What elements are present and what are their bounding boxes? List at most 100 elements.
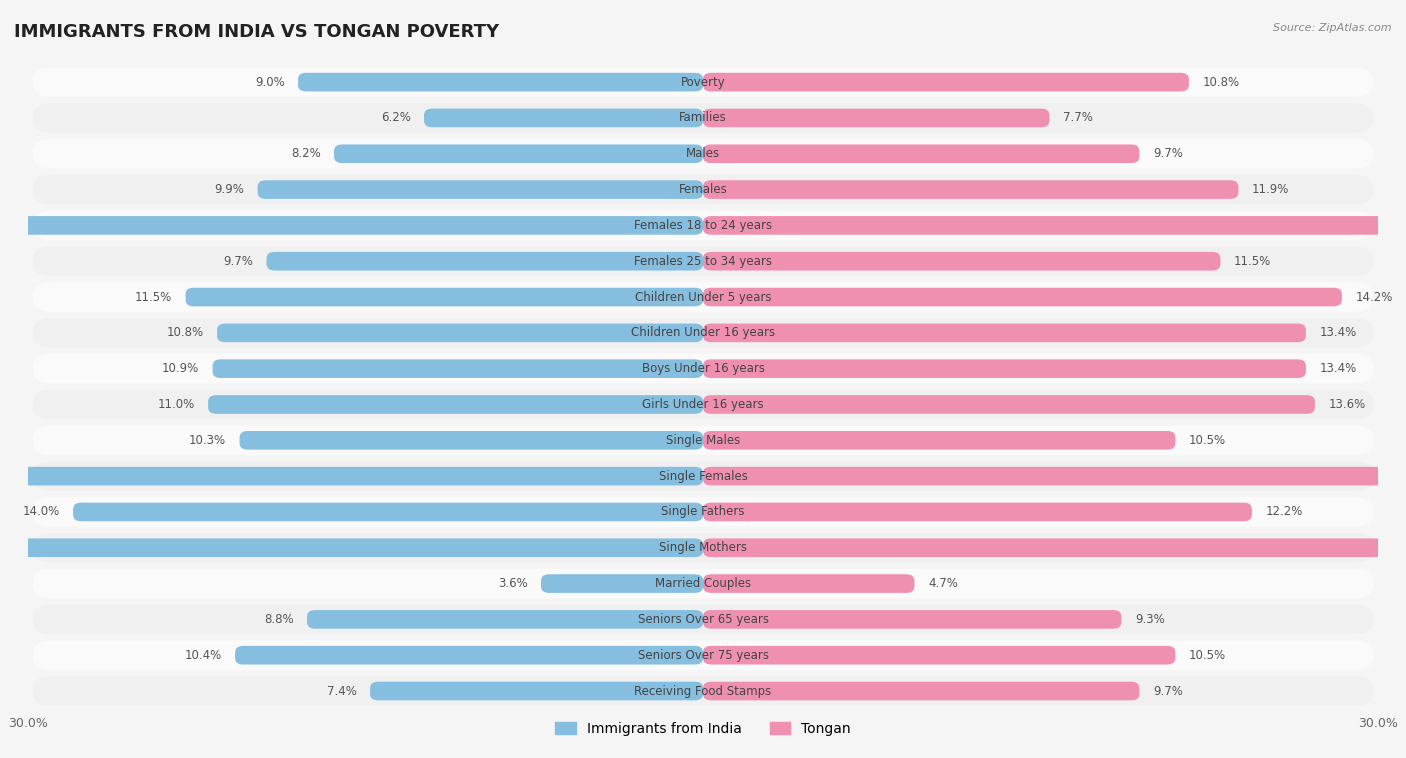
FancyBboxPatch shape (32, 462, 1374, 491)
Text: Single Fathers: Single Fathers (661, 506, 745, 518)
FancyBboxPatch shape (703, 681, 1139, 700)
Text: Children Under 5 years: Children Under 5 years (634, 290, 772, 303)
FancyBboxPatch shape (186, 288, 703, 306)
Text: Source: ZipAtlas.com: Source: ZipAtlas.com (1274, 23, 1392, 33)
FancyBboxPatch shape (703, 145, 1139, 163)
FancyBboxPatch shape (703, 324, 1306, 342)
FancyBboxPatch shape (703, 646, 1175, 665)
FancyBboxPatch shape (703, 395, 1315, 414)
Text: 11.0%: 11.0% (157, 398, 194, 411)
Text: 14.0%: 14.0% (22, 506, 59, 518)
FancyBboxPatch shape (541, 575, 703, 593)
FancyBboxPatch shape (703, 216, 1406, 235)
Text: 13.6%: 13.6% (1329, 398, 1365, 411)
Text: Boys Under 16 years: Boys Under 16 years (641, 362, 765, 375)
Text: 3.6%: 3.6% (498, 577, 527, 590)
FancyBboxPatch shape (32, 676, 1374, 706)
Text: Receiving Food Stamps: Receiving Food Stamps (634, 684, 772, 697)
Text: Poverty: Poverty (681, 76, 725, 89)
Text: 10.3%: 10.3% (188, 434, 226, 446)
Text: Seniors Over 65 years: Seniors Over 65 years (637, 613, 769, 626)
FancyBboxPatch shape (217, 324, 703, 342)
Text: 9.0%: 9.0% (254, 76, 284, 89)
FancyBboxPatch shape (32, 318, 1374, 347)
Text: 9.7%: 9.7% (1153, 684, 1182, 697)
Text: 11.9%: 11.9% (1251, 183, 1289, 196)
FancyBboxPatch shape (307, 610, 703, 628)
FancyBboxPatch shape (703, 73, 1189, 92)
FancyBboxPatch shape (32, 175, 1374, 204)
Text: 10.5%: 10.5% (1189, 649, 1226, 662)
FancyBboxPatch shape (703, 575, 914, 593)
FancyBboxPatch shape (235, 646, 703, 665)
FancyBboxPatch shape (257, 180, 703, 199)
FancyBboxPatch shape (32, 246, 1374, 276)
FancyBboxPatch shape (32, 139, 1374, 168)
Text: Girls Under 16 years: Girls Under 16 years (643, 398, 763, 411)
Text: Single Females: Single Females (658, 470, 748, 483)
FancyBboxPatch shape (703, 359, 1306, 378)
Text: 7.7%: 7.7% (1063, 111, 1092, 124)
FancyBboxPatch shape (703, 467, 1406, 485)
Text: 10.4%: 10.4% (184, 649, 222, 662)
Text: Single Males: Single Males (666, 434, 740, 446)
Text: 10.8%: 10.8% (1202, 76, 1240, 89)
FancyBboxPatch shape (32, 390, 1374, 419)
Text: Females 18 to 24 years: Females 18 to 24 years (634, 219, 772, 232)
Text: Married Couples: Married Couples (655, 577, 751, 590)
FancyBboxPatch shape (212, 359, 703, 378)
FancyBboxPatch shape (703, 538, 1406, 557)
FancyBboxPatch shape (32, 67, 1374, 97)
Text: 7.4%: 7.4% (326, 684, 357, 697)
FancyBboxPatch shape (0, 538, 703, 557)
Text: 8.8%: 8.8% (264, 613, 294, 626)
FancyBboxPatch shape (32, 497, 1374, 527)
Text: 9.3%: 9.3% (1135, 613, 1164, 626)
Text: 11.5%: 11.5% (1234, 255, 1271, 268)
Text: Children Under 16 years: Children Under 16 years (631, 327, 775, 340)
FancyBboxPatch shape (703, 503, 1251, 522)
FancyBboxPatch shape (703, 108, 1049, 127)
Text: 13.4%: 13.4% (1319, 362, 1357, 375)
Text: 9.9%: 9.9% (214, 183, 245, 196)
FancyBboxPatch shape (32, 569, 1374, 598)
Text: 9.7%: 9.7% (224, 255, 253, 268)
Text: 10.9%: 10.9% (162, 362, 200, 375)
FancyBboxPatch shape (208, 395, 703, 414)
Text: 4.7%: 4.7% (928, 577, 957, 590)
Text: 10.5%: 10.5% (1189, 434, 1226, 446)
Text: Females 25 to 34 years: Females 25 to 34 years (634, 255, 772, 268)
FancyBboxPatch shape (425, 108, 703, 127)
FancyBboxPatch shape (239, 431, 703, 449)
FancyBboxPatch shape (267, 252, 703, 271)
Text: 13.4%: 13.4% (1319, 327, 1357, 340)
FancyBboxPatch shape (335, 145, 703, 163)
FancyBboxPatch shape (0, 467, 703, 485)
FancyBboxPatch shape (0, 216, 703, 235)
Text: 14.2%: 14.2% (1355, 290, 1393, 303)
FancyBboxPatch shape (703, 288, 1341, 306)
FancyBboxPatch shape (703, 431, 1175, 449)
FancyBboxPatch shape (32, 533, 1374, 562)
Text: Females: Females (679, 183, 727, 196)
FancyBboxPatch shape (32, 605, 1374, 634)
Text: Families: Families (679, 111, 727, 124)
FancyBboxPatch shape (32, 641, 1374, 670)
FancyBboxPatch shape (32, 282, 1374, 312)
Text: 10.8%: 10.8% (166, 327, 204, 340)
Text: IMMIGRANTS FROM INDIA VS TONGAN POVERTY: IMMIGRANTS FROM INDIA VS TONGAN POVERTY (14, 23, 499, 41)
FancyBboxPatch shape (32, 426, 1374, 455)
Text: Males: Males (686, 147, 720, 160)
Text: 6.2%: 6.2% (381, 111, 411, 124)
FancyBboxPatch shape (703, 252, 1220, 271)
FancyBboxPatch shape (73, 503, 703, 522)
Text: Seniors Over 75 years: Seniors Over 75 years (637, 649, 769, 662)
FancyBboxPatch shape (370, 681, 703, 700)
FancyBboxPatch shape (298, 73, 703, 92)
Text: 11.5%: 11.5% (135, 290, 172, 303)
Text: Single Mothers: Single Mothers (659, 541, 747, 554)
Text: 8.2%: 8.2% (291, 147, 321, 160)
FancyBboxPatch shape (32, 354, 1374, 384)
FancyBboxPatch shape (703, 610, 1122, 628)
Text: 12.2%: 12.2% (1265, 506, 1303, 518)
